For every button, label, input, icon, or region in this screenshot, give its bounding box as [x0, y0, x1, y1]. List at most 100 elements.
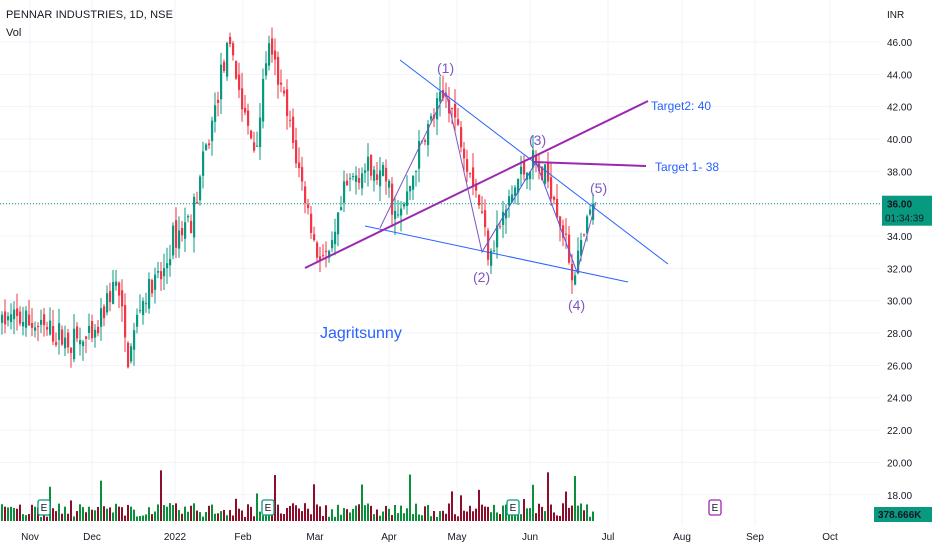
candle-body: [286, 89, 289, 116]
volume-bar: [85, 512, 87, 521]
volume-bar: [283, 514, 285, 521]
candle-body: [223, 61, 226, 71]
candle-body: [412, 176, 415, 190]
candle-body: [169, 259, 172, 266]
volume-bar: [340, 514, 342, 521]
candle-body: [241, 88, 244, 110]
candle-body: [187, 216, 190, 218]
candle-body: [208, 143, 211, 146]
volume-bar: [313, 484, 315, 521]
price-tick-label: 22.00: [887, 426, 912, 437]
volume-bar: [379, 515, 381, 521]
volume-bar: [220, 511, 222, 521]
candle-body: [550, 177, 553, 199]
volume-bar: [151, 514, 153, 521]
candle-body: [52, 326, 55, 342]
target1-line[interactable]: [532, 161, 647, 167]
volume-bar: [418, 514, 420, 521]
candle-body: [307, 204, 310, 209]
volume-bar: [112, 512, 114, 521]
volume-bar: [412, 514, 414, 521]
dividend-marker-box: [506, 499, 520, 516]
dividend-marker-letter: E: [712, 503, 719, 514]
chart-drawings[interactable]: (1) (2) (3) (4) (5) Target 1- 38 Target2…: [304, 59, 719, 342]
price-axis[interactable]: INR 46.00 44.00 42.00 40.00 38.00 36.00 34.00 3…: [887, 10, 912, 502]
volume-bar: [163, 505, 165, 521]
volume-bar: [586, 504, 588, 521]
price-tick-label: 32.00: [887, 264, 912, 275]
dividend-marker[interactable]: E: [506, 499, 520, 516]
volume-bar: [46, 516, 48, 521]
time-axis[interactable]: Nov Dec 2022 Feb Mar Apr May Jun Jul Aug Sep Oct: [21, 532, 838, 543]
volume-bar: [388, 508, 390, 521]
volume-bar: [169, 503, 171, 521]
candle-body: [430, 116, 433, 120]
candle-body: [565, 233, 568, 235]
volume-bar: [160, 470, 162, 521]
candle-body: [391, 183, 394, 215]
volume-bar: [55, 511, 57, 521]
volume-bar: [583, 510, 585, 521]
volume-bar: [280, 513, 282, 521]
volume-bar: [43, 511, 45, 521]
dividend-marker[interactable]: E: [708, 499, 722, 516]
volume-bar: [259, 511, 261, 521]
candle-body: [403, 203, 406, 207]
volume-bar: [382, 511, 384, 521]
symbol-title[interactable]: PENNAR INDUSTRIES, 1D, NSE: [6, 9, 174, 21]
candle-body: [313, 234, 316, 241]
volume-bar: [301, 511, 303, 521]
volume-bar: [145, 514, 147, 521]
volume-bar: [460, 495, 462, 521]
purple-support-line[interactable]: [304, 100, 649, 269]
candle-body: [148, 279, 151, 309]
wave-label-4: (4): [568, 297, 585, 313]
candle-body: [568, 234, 571, 263]
candle-body: [304, 186, 307, 204]
candle-body: [58, 323, 61, 340]
volume-bar: [109, 507, 111, 521]
volume-bar: [217, 513, 219, 521]
volume-bar: [346, 509, 348, 521]
dividend-marker-box: [708, 499, 722, 516]
volume-bar: [319, 506, 321, 521]
candle-body: [529, 171, 532, 180]
price-tick-label: 28.00: [887, 329, 912, 340]
volume-bar: [355, 505, 357, 521]
volume-bar: [493, 504, 495, 521]
candle-body: [253, 142, 256, 151]
volume-bar: [289, 505, 291, 521]
candle-body: [49, 320, 52, 335]
lower-trendline[interactable]: [364, 225, 629, 283]
candle-body: [37, 325, 40, 327]
candle-body: [289, 119, 292, 121]
candle-body: [190, 220, 193, 234]
candle-body: [517, 178, 520, 193]
candle-body: [301, 167, 304, 182]
volume-bar: [352, 508, 354, 521]
dividend-marker[interactable]: E: [37, 499, 51, 516]
volume-bar: [1, 504, 3, 521]
candle-body: [463, 148, 466, 159]
candle-body: [493, 250, 496, 252]
candle-body: [316, 242, 319, 258]
volume-bar: [580, 503, 582, 521]
candle-body: [445, 94, 448, 97]
candle-body: [259, 117, 262, 147]
dividend-marker[interactable]: E: [261, 499, 275, 516]
candle-body: [319, 256, 322, 260]
candle-body: [490, 250, 493, 266]
volume-bar: [253, 516, 255, 521]
volume-indicator-label[interactable]: Vol: [6, 27, 22, 39]
candle-body: [85, 336, 88, 339]
volume-badge-value: 378.666K: [878, 510, 922, 521]
candle-body: [229, 36, 232, 44]
price-tick-label: 30.00: [887, 297, 912, 308]
volume-bar: [190, 505, 192, 521]
time-tick-label: Dec: [83, 532, 101, 543]
volume-bar: [310, 514, 312, 521]
candle-body: [553, 196, 556, 200]
time-tick-label: Aug: [673, 532, 691, 543]
